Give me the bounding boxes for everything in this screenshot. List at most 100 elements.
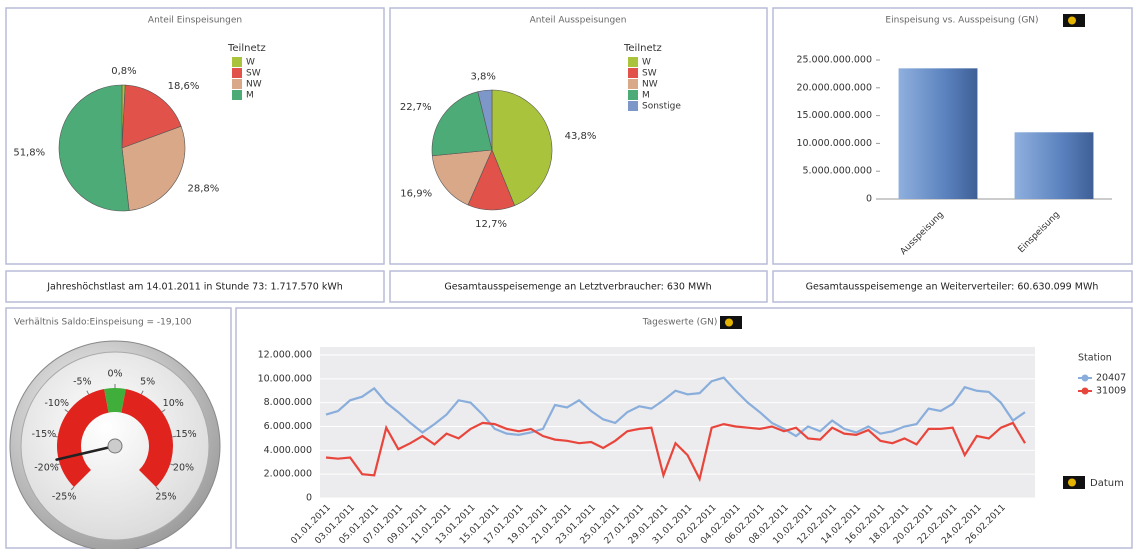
- data-label: 51,8%: [13, 147, 45, 158]
- pie-slice: [431, 149, 493, 206]
- data-label: 3,8%: [470, 72, 495, 83]
- gauge-tick-label: 0%: [107, 369, 122, 380]
- legend-title: Station: [1078, 353, 1112, 364]
- gauge-band: [121, 389, 173, 488]
- legend-label: NW: [246, 80, 262, 90]
- legend-swatch: [232, 68, 242, 78]
- legend-swatch: [1081, 387, 1089, 395]
- bar: [1014, 132, 1094, 199]
- y-tick-label: 20.000.000.000: [796, 82, 872, 93]
- y-tick-label: 6.000.000: [264, 421, 312, 432]
- y-tick-label: 0: [306, 493, 312, 504]
- legend-label: W: [642, 58, 651, 68]
- info-text: Jahreshöchstlast am 14.01.2011 in Stunde…: [46, 282, 343, 293]
- tick-mark: [53, 435, 58, 438]
- legend-swatch: [232, 90, 242, 100]
- data-label: 18,6%: [168, 81, 200, 92]
- tick-mark: [155, 486, 160, 491]
- legend-label: W: [246, 58, 255, 68]
- tick-mark: [172, 435, 177, 438]
- gauge-hub: [107, 438, 123, 454]
- legend-label: Sonstige: [642, 102, 681, 112]
- pie-slice: [58, 84, 130, 212]
- y-tick-label: 2.000.000: [264, 469, 312, 480]
- gauge-tick-label: -15%: [32, 429, 57, 440]
- gauge-tick-label: -10%: [44, 398, 69, 409]
- info-panel: [389, 270, 768, 303]
- legend-swatch: [628, 90, 638, 100]
- gauge-tick-label: 5%: [140, 376, 155, 387]
- pie-slice: [477, 89, 493, 151]
- y-tick-label: 4.000.000: [264, 445, 312, 456]
- gauge-tick-label: 20%: [173, 463, 194, 474]
- y-tick-label: 25.000.000.000: [796, 55, 872, 66]
- series-line: [325, 376, 1026, 438]
- y-tick-label: 8.000.000: [264, 397, 312, 408]
- legend-swatch: [628, 68, 638, 78]
- legend-label: SW: [642, 69, 657, 79]
- bar: [898, 68, 978, 199]
- info-panel: [772, 270, 1133, 303]
- legend-swatch: [628, 79, 638, 89]
- info-text: Gesamtausspeisemenge an Letztverbraucher…: [444, 282, 711, 293]
- chart-title: Verhältnis Saldo:Einspeisung = -19,100: [14, 318, 192, 328]
- legend-label: 20407: [1096, 373, 1126, 384]
- legend-label: M: [642, 91, 650, 101]
- data-label: 43,8%: [565, 131, 597, 142]
- chart-title: Anteil Einspeisungen: [148, 16, 242, 26]
- tick-mark: [140, 390, 144, 395]
- tick-mark: [64, 409, 69, 413]
- legend-title: Teilnetz: [227, 43, 266, 54]
- y-tick-label: 12.000.000: [258, 350, 312, 361]
- y-tick-label: 10.000.000: [258, 373, 312, 384]
- tick-mark: [55, 463, 60, 466]
- pie-slice: [431, 91, 493, 157]
- gauge-band: [57, 389, 109, 488]
- gauge-needle: [55, 444, 117, 461]
- y-tick-label: 15.000.000.000: [796, 110, 872, 121]
- gauge-tick-label: -20%: [34, 463, 59, 474]
- y-tick-label: 10.000.000.000: [796, 138, 872, 149]
- data-label: 16,9%: [400, 188, 432, 199]
- tick-mark: [170, 463, 175, 466]
- pie-slice: [121, 84, 182, 149]
- y-tick-label: 0: [866, 194, 872, 205]
- y-tick-label: 5.000.000.000: [802, 166, 872, 177]
- icon: [1068, 16, 1076, 25]
- data-label: 0,8%: [111, 66, 136, 77]
- legend-swatch: [628, 101, 638, 111]
- tick-mark: [70, 486, 75, 491]
- data-label: 12,7%: [475, 219, 507, 230]
- gauge-tick-label: 15%: [176, 429, 197, 440]
- data-label: 28,8%: [188, 183, 220, 194]
- gauge-tick-label: -25%: [52, 491, 77, 502]
- legend-title: Teilnetz: [623, 43, 662, 54]
- series-line: [325, 421, 1026, 483]
- gauge-band: [104, 388, 126, 413]
- legend-swatch: [1081, 374, 1089, 382]
- legend-swatch: [628, 57, 638, 67]
- x-axis-label: Datum: [1090, 478, 1124, 489]
- legend-label: SW: [246, 69, 261, 79]
- info-text: Gesamtausspeisemenge an Weiterverteiler:…: [806, 282, 1099, 293]
- legend-label: M: [246, 91, 254, 101]
- legend-label: 31009: [1096, 386, 1126, 397]
- plot-area: [320, 347, 1035, 498]
- gauge-tick-label: 10%: [163, 398, 184, 409]
- chart-title: Tageswerte (GN): [642, 318, 718, 328]
- legend-swatch: [232, 57, 242, 67]
- legend-swatch: [232, 79, 242, 89]
- chart-title: Anteil Ausspeisungen: [530, 16, 627, 26]
- data-label: 22,7%: [400, 102, 432, 113]
- tick-mark: [161, 409, 166, 413]
- info-panel: [5, 270, 385, 303]
- pie-slice: [491, 89, 553, 206]
- gauge-tick-label: -5%: [73, 376, 92, 387]
- gauge-tick-label: 25%: [155, 491, 176, 502]
- pie-slice: [121, 125, 186, 211]
- chart-title: Einspeisung vs. Ausspeisung (GN): [885, 16, 1038, 26]
- icon: [725, 318, 733, 327]
- tick-mark: [86, 390, 90, 395]
- icon: [1068, 478, 1076, 487]
